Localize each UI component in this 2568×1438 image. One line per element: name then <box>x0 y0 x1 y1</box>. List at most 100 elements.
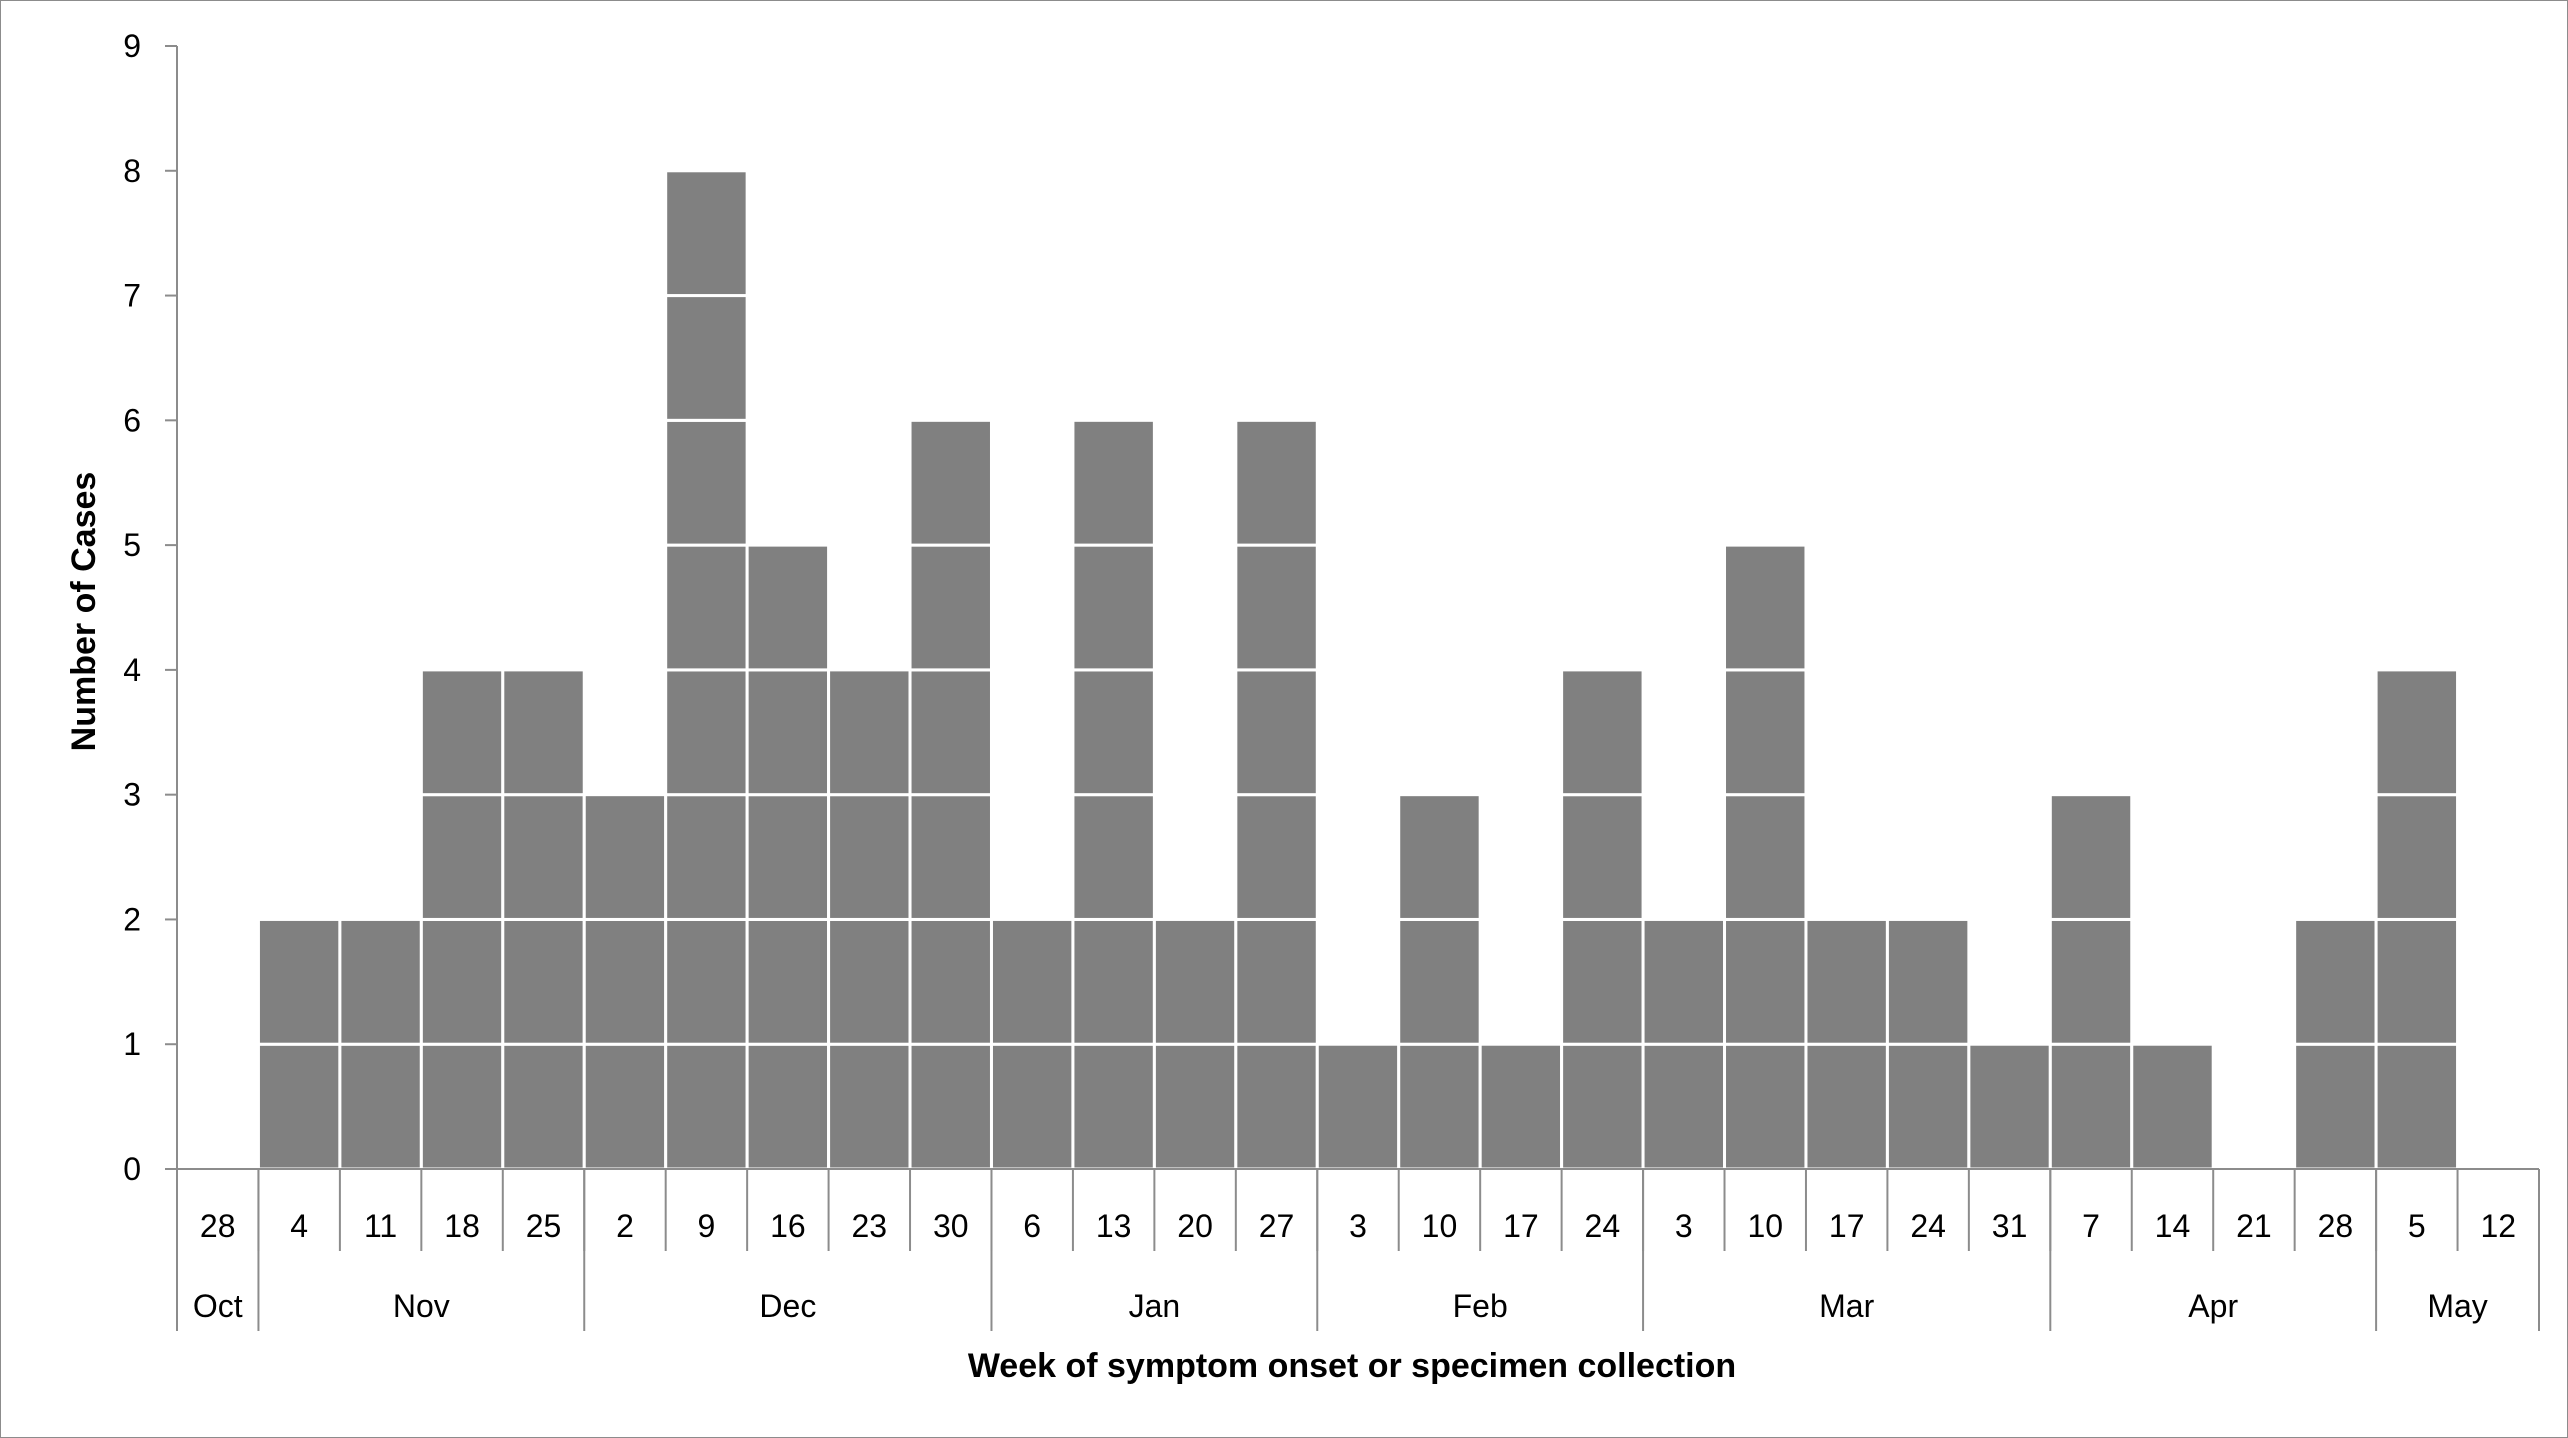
bar-block-10-1 <box>1397 1042 1482 1171</box>
bar-block-10-1 <box>1723 1042 1808 1171</box>
x-month-label-May: May <box>2427 1288 2487 1324</box>
bar-block-2-1 <box>582 1042 668 1171</box>
bar-block-3-1 <box>1315 1042 1401 1171</box>
bar-block-16-2 <box>745 917 831 1046</box>
x-tick-label-20: 20 <box>1177 1208 1213 1244</box>
x-tick-label-30: 30 <box>933 1208 969 1244</box>
bar-block-9-8 <box>664 169 749 298</box>
x-tick-label-14: 14 <box>2155 1208 2191 1244</box>
y-tick-label-6: 6 <box>123 402 141 438</box>
bar-block-4-1 <box>256 1042 342 1171</box>
bar-block-27-3 <box>1234 793 1319 921</box>
bar-block-30-1 <box>908 1042 993 1171</box>
bar-block-3-2 <box>1641 917 1727 1046</box>
x-tick-label-28: 28 <box>200 1208 236 1244</box>
bar-block-13-6 <box>1071 418 1156 547</box>
bar-block-24-1 <box>1885 1042 1971 1171</box>
x-month-label-Oct: Oct <box>193 1288 243 1324</box>
bar-block-2-2 <box>582 917 668 1046</box>
bar-block-25-1 <box>501 1042 586 1171</box>
bar-block-23-2 <box>827 917 912 1046</box>
y-tick-label-0: 0 <box>123 1151 141 1187</box>
bar-block-27-2 <box>1234 917 1319 1046</box>
bar-block-27-5 <box>1234 543 1319 672</box>
bar-block-13-2 <box>1071 917 1156 1046</box>
bar-block-28-2 <box>2293 917 2378 1046</box>
bar-block-17-1 <box>1804 1042 1889 1171</box>
bar-block-6-2 <box>989 917 1075 1046</box>
bar-block-5-1 <box>2374 1042 2460 1171</box>
x-tick-label-18: 18 <box>444 1208 480 1244</box>
bar-block-5-3 <box>2374 793 2460 921</box>
bar-block-9-7 <box>664 294 749 422</box>
bar-block-7-3 <box>2048 793 2134 921</box>
bar-block-25-3 <box>501 793 586 921</box>
x-tick-label-3: 3 <box>1675 1208 1693 1244</box>
bar-block-10-4 <box>1723 668 1808 797</box>
bar-block-16-5 <box>745 543 831 672</box>
x-axis-title: Week of symptom onset or specimen collec… <box>968 1347 1736 1385</box>
y-tick-label-8: 8 <box>123 153 141 189</box>
bar-block-25-2 <box>501 917 586 1046</box>
bar-block-9-3 <box>664 793 749 921</box>
bar-block-18-2 <box>419 917 505 1046</box>
x-tick-label-6: 6 <box>1023 1208 1041 1244</box>
x-tick-label-17: 17 <box>1503 1208 1539 1244</box>
x-tick-label-2: 2 <box>616 1208 634 1244</box>
bar-block-10-2 <box>1723 917 1808 1046</box>
bar-block-5-4 <box>2374 668 2460 797</box>
x-tick-label-4: 4 <box>290 1208 308 1244</box>
bar-block-31-1 <box>1967 1042 2052 1171</box>
bar-block-7-2 <box>2048 917 2134 1046</box>
bar-block-16-4 <box>745 668 831 797</box>
bar-block-23-3 <box>827 793 912 921</box>
bar-block-9-1 <box>664 1042 749 1171</box>
bar-block-13-1 <box>1071 1042 1156 1171</box>
bar-block-9-2 <box>664 917 749 1046</box>
bar-block-30-4 <box>908 668 993 797</box>
bar-block-9-6 <box>664 418 749 547</box>
bar-block-6-1 <box>989 1042 1075 1171</box>
x-tick-label-7: 7 <box>2082 1208 2100 1244</box>
x-tick-label-12: 12 <box>2480 1208 2516 1244</box>
bar-block-3-1 <box>1641 1042 1727 1171</box>
bar-block-28-1 <box>2293 1042 2378 1171</box>
x-tick-label-10: 10 <box>1422 1208 1458 1244</box>
x-month-label-Apr: Apr <box>2188 1288 2238 1324</box>
bar-block-9-4 <box>664 668 749 797</box>
bar-block-25-4 <box>501 668 586 797</box>
x-month-labels: Oct Nov Dec Jan Feb Mar Apr May <box>193 1288 2488 1324</box>
bar-block-2-3 <box>582 793 668 921</box>
bar-block-10-5 <box>1723 543 1808 672</box>
bar-block-9-5 <box>664 543 749 672</box>
y-tick-label-7: 7 <box>123 278 141 314</box>
x-tick-label-24: 24 <box>1585 1208 1621 1244</box>
bar-block-24-1 <box>1560 1042 1645 1171</box>
bar-block-10-2 <box>1397 917 1482 1046</box>
x-tick-label-23: 23 <box>852 1208 888 1244</box>
bar-block-16-1 <box>745 1042 831 1171</box>
bar-block-13-4 <box>1071 668 1156 797</box>
x-tick-label-16: 16 <box>770 1208 806 1244</box>
y-tick-label-1: 1 <box>123 1026 141 1062</box>
bar-block-23-1 <box>827 1042 912 1171</box>
x-month-label-Nov: Nov <box>393 1288 450 1324</box>
x-month-label-Dec: Dec <box>759 1288 816 1324</box>
x-tick-label-28: 28 <box>2318 1208 2354 1244</box>
bar-block-27-4 <box>1234 668 1319 797</box>
bar-block-17-1 <box>1478 1042 1564 1171</box>
x-tick-label-11: 11 <box>364 1208 397 1244</box>
x-tick-label-17: 17 <box>1829 1208 1865 1244</box>
bar-block-24-2 <box>1560 917 1645 1046</box>
bar-block-10-3 <box>1723 793 1808 921</box>
bar-block-23-4 <box>827 668 912 797</box>
bar-block-18-1 <box>419 1042 505 1171</box>
bar-block-30-5 <box>908 543 993 672</box>
bar-block-20-2 <box>1152 917 1238 1046</box>
x-tick-label-25: 25 <box>526 1208 562 1244</box>
bar-block-24-4 <box>1560 668 1645 797</box>
x-tick-label-13: 13 <box>1096 1208 1132 1244</box>
bar-block-30-2 <box>908 917 993 1046</box>
bar-block-30-6 <box>908 418 993 547</box>
